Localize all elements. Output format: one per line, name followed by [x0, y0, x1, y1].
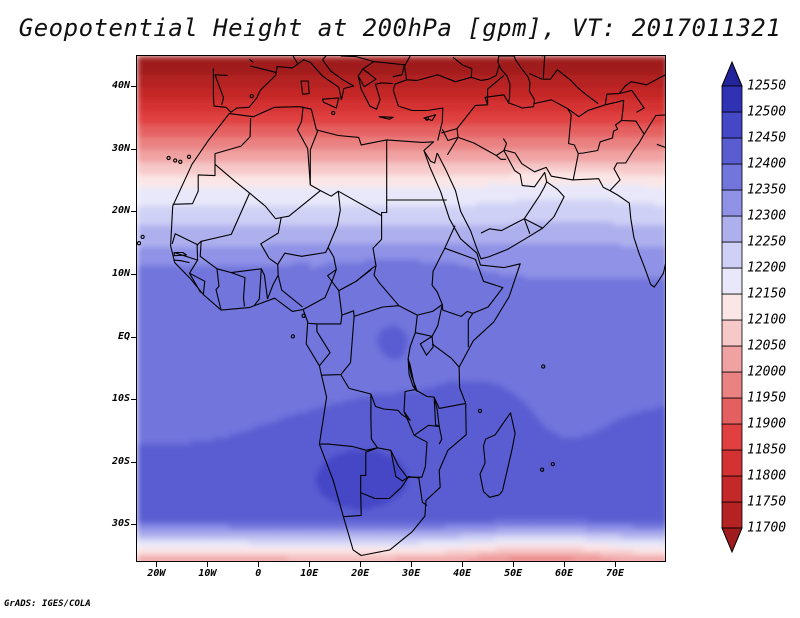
lon-label: 60E [555, 568, 573, 579]
colorbar-cell [722, 502, 742, 528]
colorbar-label: 11900 [747, 417, 786, 432]
colorbar-cell [722, 268, 742, 294]
colorbar-cell [722, 450, 742, 476]
colorbar-label: 12450 [747, 131, 786, 146]
lat-tick [131, 274, 136, 275]
colorbar-max-arrow [722, 62, 742, 86]
colorbar-cell [722, 294, 742, 320]
lat-label: 10N [96, 269, 130, 279]
lat-tick [131, 149, 136, 150]
colorbar-label: 12300 [747, 209, 786, 224]
colorbar-cell [722, 476, 742, 502]
colorbar-cell [722, 216, 742, 242]
colorbar-label: 12250 [747, 235, 786, 250]
colorbar-cell [722, 138, 742, 164]
lon-tick [207, 562, 208, 567]
colorbar-cell [722, 164, 742, 190]
colorbar-label: 12150 [747, 287, 786, 302]
lon-tick [156, 562, 157, 567]
lat-tick [131, 211, 136, 212]
colorbar-svg [712, 0, 752, 560]
lon-label: 50E [504, 568, 522, 579]
lon-label: 10W [198, 568, 216, 579]
colorbar-label: 11950 [747, 391, 786, 406]
colorbar-label: 12550 [747, 79, 786, 94]
colorbar-label: 12050 [747, 339, 786, 354]
lat-label: 40N [96, 81, 130, 91]
lon-label: 40E [453, 568, 471, 579]
colorbar-label: 11700 [747, 521, 786, 536]
lat-label: 30S [96, 519, 130, 529]
lat-label: 10S [96, 394, 130, 404]
lon-tick [309, 562, 310, 567]
lon-label: 10E [300, 568, 318, 579]
colorbar-label: 12500 [747, 105, 786, 120]
colorbar-cell [722, 86, 742, 112]
colorbar-cell [722, 112, 742, 138]
lat-label: 20S [96, 457, 130, 467]
lat-tick [131, 337, 136, 338]
height-field [137, 56, 666, 562]
lon-label: 0 [255, 568, 261, 579]
colorbar-cell [722, 398, 742, 424]
field-cells [137, 56, 666, 562]
lat-tick [131, 86, 136, 87]
lon-tick [615, 562, 616, 567]
colorbar-label: 11750 [747, 495, 786, 510]
footer-credit: GrADS: IGES/COLA [4, 599, 91, 609]
colorbar-label: 12100 [747, 313, 786, 328]
lat-tick [131, 399, 136, 400]
colorbar-label: 12350 [747, 183, 786, 198]
colorbar-cell [722, 346, 742, 372]
lat-label: 20N [96, 206, 130, 216]
lon-label: 20W [147, 568, 165, 579]
colorbar-label: 11800 [747, 469, 786, 484]
lat-label: 30N [96, 144, 130, 154]
lon-label: 20E [351, 568, 369, 579]
colorbar-cell [722, 424, 742, 450]
colorbar-label: 11850 [747, 443, 786, 458]
colorbar-cell [722, 372, 742, 398]
lat-label: EQ [96, 332, 130, 342]
lon-tick [360, 562, 361, 567]
lon-tick [411, 562, 412, 567]
lon-tick [462, 562, 463, 567]
colorbar-min-arrow [722, 528, 742, 552]
lat-tick [131, 462, 136, 463]
colorbar-cell [722, 320, 742, 346]
colorbar-cell [722, 242, 742, 268]
colorbar-label: 12200 [747, 261, 786, 276]
map-svg [137, 56, 666, 562]
colorbar-cell [722, 190, 742, 216]
lon-label: 30E [402, 568, 420, 579]
lon-tick [258, 562, 259, 567]
map-plot [136, 55, 666, 562]
lon-tick [564, 562, 565, 567]
colorbar-label: 12400 [747, 157, 786, 172]
lat-tick [131, 524, 136, 525]
lon-label: 70E [606, 568, 624, 579]
chart-title: Geopotential Height at 200hPa [gpm], VT:… [0, 14, 800, 42]
lon-tick [513, 562, 514, 567]
colorbar-label: 12000 [747, 365, 786, 380]
